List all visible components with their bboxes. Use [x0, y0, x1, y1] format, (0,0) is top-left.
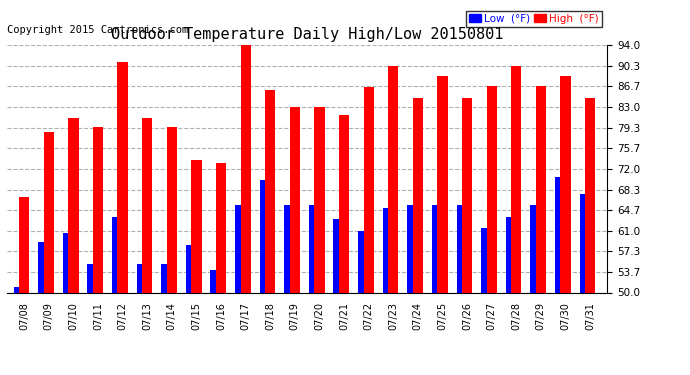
Bar: [511, 66, 522, 292]
Bar: [413, 99, 423, 292]
Bar: [486, 86, 497, 292]
Bar: [309, 206, 319, 292]
Bar: [142, 118, 152, 292]
Bar: [38, 242, 48, 292]
Bar: [462, 99, 472, 292]
Bar: [560, 76, 571, 292]
Bar: [315, 107, 324, 292]
Bar: [535, 86, 546, 292]
Bar: [88, 264, 98, 292]
Bar: [506, 217, 516, 292]
Bar: [437, 76, 448, 292]
Bar: [531, 206, 541, 292]
Bar: [383, 208, 393, 292]
Bar: [407, 206, 417, 292]
Bar: [585, 99, 595, 292]
Bar: [265, 90, 275, 292]
Bar: [216, 163, 226, 292]
Bar: [14, 287, 24, 292]
Bar: [186, 245, 196, 292]
Bar: [259, 180, 270, 292]
Bar: [339, 116, 349, 292]
Bar: [112, 217, 122, 292]
Bar: [364, 87, 374, 292]
Bar: [358, 231, 368, 292]
Legend: Low  (°F), High  (°F): Low (°F), High (°F): [466, 10, 602, 27]
Bar: [457, 206, 467, 292]
Bar: [235, 206, 246, 292]
Text: Copyright 2015 Cartronics.com: Copyright 2015 Cartronics.com: [7, 25, 188, 35]
Bar: [241, 45, 251, 292]
Bar: [161, 264, 172, 292]
Title: Outdoor Temperature Daily High/Low 20150801: Outdoor Temperature Daily High/Low 20150…: [111, 27, 503, 42]
Bar: [93, 127, 104, 292]
Bar: [481, 228, 491, 292]
Bar: [68, 118, 79, 292]
Bar: [284, 206, 295, 292]
Bar: [580, 194, 590, 292]
Bar: [290, 107, 300, 292]
Bar: [167, 127, 177, 292]
Bar: [333, 219, 344, 292]
Bar: [137, 264, 147, 292]
Bar: [388, 66, 398, 292]
Bar: [19, 197, 30, 292]
Bar: [555, 177, 565, 292]
Bar: [432, 206, 442, 292]
Bar: [43, 132, 54, 292]
Bar: [63, 233, 73, 292]
Bar: [210, 270, 221, 292]
Bar: [191, 160, 201, 292]
Bar: [117, 62, 128, 292]
